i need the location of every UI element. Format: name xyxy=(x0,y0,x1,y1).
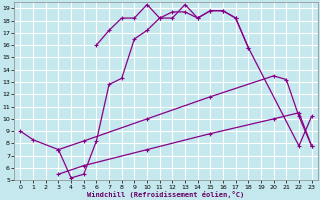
X-axis label: Windchill (Refroidissement éolien,°C): Windchill (Refroidissement éolien,°C) xyxy=(87,191,245,198)
